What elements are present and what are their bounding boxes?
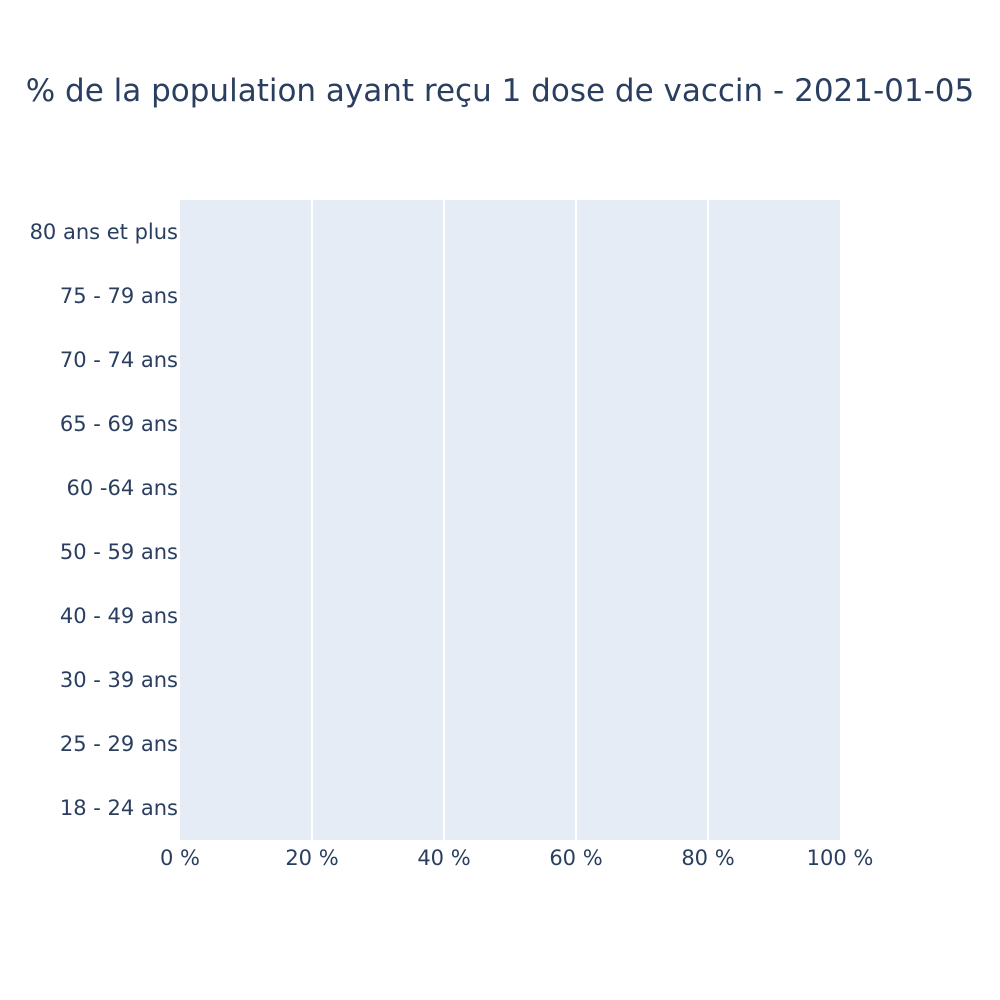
y-tick-label: 75 - 79 ans xyxy=(60,284,178,308)
x-axis-tick-labels: 0 % 20 % 40 % 60 % 80 % 100 % xyxy=(160,846,873,870)
y-axis-tick-labels: 80 ans et plus 75 - 79 ans 70 - 74 ans 65 -… xyxy=(30,220,178,820)
y-tick-label: 60 -64 ans xyxy=(67,476,179,500)
x-tick-label: 80 % xyxy=(681,846,734,870)
gridlines xyxy=(311,200,709,840)
y-tick-label: 18 - 24 ans xyxy=(60,796,178,820)
y-tick-label: 30 - 39 ans xyxy=(60,668,178,692)
x-tick-label: 0 % xyxy=(160,846,200,870)
x-tick-label: 40 % xyxy=(417,846,470,870)
y-tick-label: 40 - 49 ans xyxy=(60,604,178,628)
y-tick-label: 50 - 59 ans xyxy=(60,540,178,564)
x-tick-label: 60 % xyxy=(549,846,602,870)
y-tick-label: 65 - 69 ans xyxy=(60,412,178,436)
x-tick-label: 20 % xyxy=(285,846,338,870)
x-tick-label: 100 % xyxy=(807,846,874,870)
y-tick-label: 25 - 29 ans xyxy=(60,732,178,756)
plot-area xyxy=(180,200,840,840)
y-tick-label: 70 - 74 ans xyxy=(60,348,178,372)
y-tick-label: 80 ans et plus xyxy=(30,220,178,244)
chart-title: % de la population ayant reçu 1 dose de … xyxy=(26,73,975,109)
